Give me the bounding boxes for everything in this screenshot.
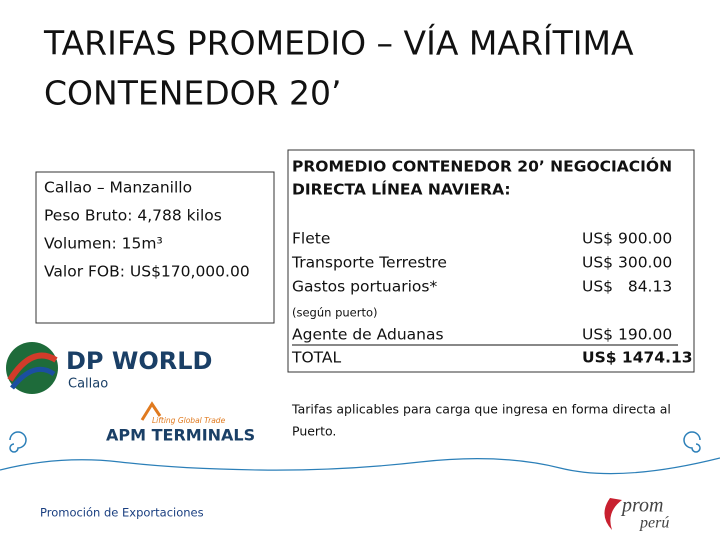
- shipment-line: Volumen: 15m³: [44, 235, 163, 253]
- shipment-line: Peso Bruto: 4,788 kilos: [44, 207, 222, 225]
- spiral: [9, 431, 27, 453]
- shipment-line: Callao – Manzanillo: [44, 179, 192, 197]
- title-line: TARIFAS PROMEDIO – VÍA MARÍTIMA: [43, 23, 634, 63]
- rate-item: Flete: [292, 230, 330, 248]
- rates-header: DIRECTA LÍNEA NAVIERA:: [292, 180, 511, 199]
- spiral: [683, 431, 701, 453]
- rates-header: PROMEDIO CONTENEDOR 20’ NEGOCIACIÓN: [292, 157, 672, 176]
- shipment-box: [35, 171, 275, 324]
- rate-amount: US$ 190.00: [582, 326, 672, 344]
- dp-logo-text: DP WORLD: [66, 347, 212, 375]
- total-amount: US$ 1474.13: [582, 349, 693, 367]
- note: Puerto.: [292, 424, 336, 439]
- rate-item: Gastos portuarios*: [292, 278, 437, 296]
- apm-tagline: Lifting Global Trade: [152, 416, 226, 425]
- total-item: TOTAL: [291, 349, 342, 367]
- rate-amount: US$ 900.00: [582, 230, 672, 248]
- apm-text: APM TERMINALS: [106, 426, 255, 445]
- dp-logo-swoosh: [10, 366, 56, 390]
- wave: [0, 457, 720, 475]
- apm-star: [140, 401, 162, 421]
- rate-amount: US$ 84.13: [582, 278, 672, 296]
- rate-amount: US$ 300.00: [582, 254, 672, 272]
- rate-item: Agente de Aduanas: [292, 326, 444, 344]
- promo-text: Promoción de Exportaciones: [40, 506, 204, 520]
- note: Tarifas aplicables para carga que ingres…: [291, 402, 671, 417]
- dp-logo-swoosh: [7, 352, 58, 382]
- dp-logo-sub: Callao: [68, 377, 108, 392]
- shipment-line: Valor FOB: US$170,000.00: [44, 263, 250, 281]
- peru-text: perú: [639, 515, 669, 532]
- prom-text: prom: [620, 495, 663, 517]
- title-line: CONTENEDOR 20’: [44, 74, 342, 113]
- rate-item: Transporte Terrestre: [291, 254, 447, 272]
- promperu-mark: [604, 498, 622, 530]
- port-note: (según puerto): [292, 306, 378, 320]
- rates-box: [287, 149, 695, 373]
